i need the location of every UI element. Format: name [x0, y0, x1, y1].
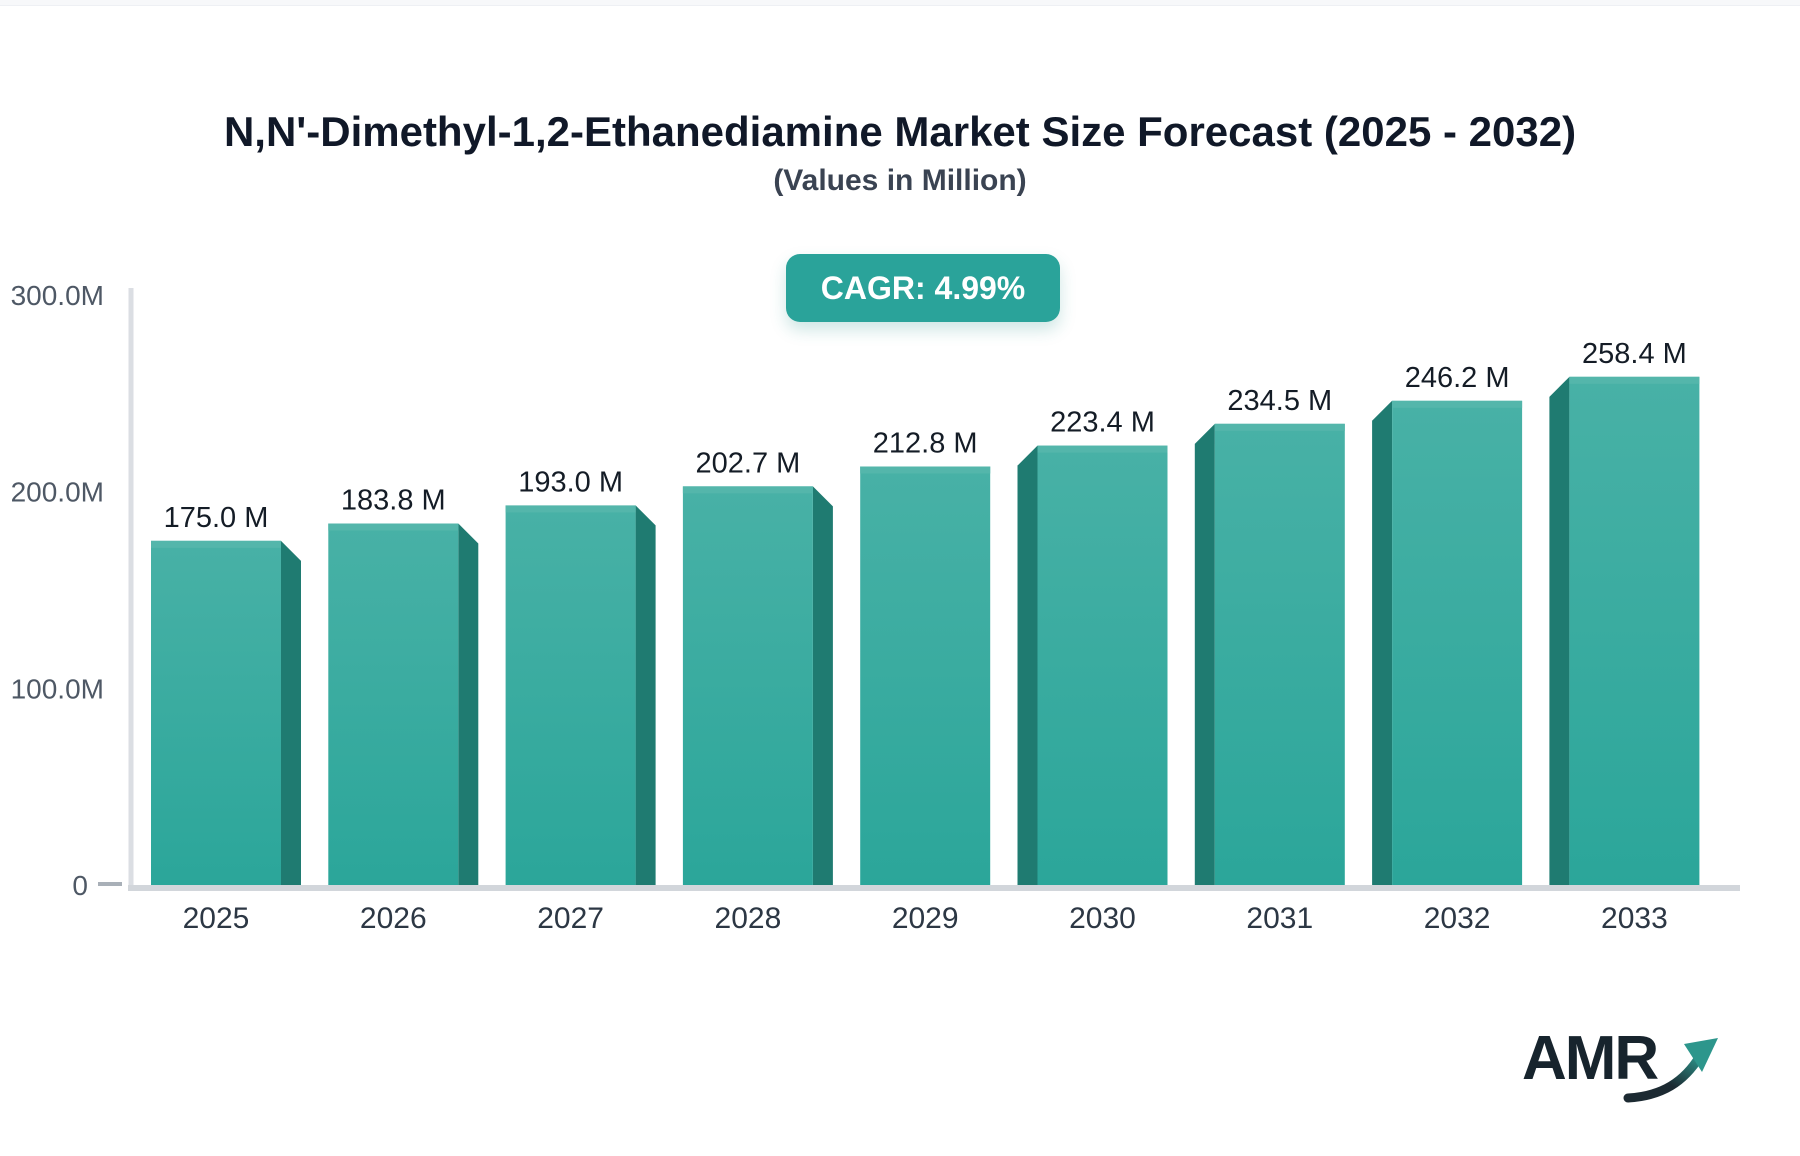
bar-top-face [1037, 445, 1168, 453]
bar-value-label: 246.2 M [1405, 362, 1510, 394]
bar-2028 [682, 486, 813, 885]
x-tick-label: 2026 [360, 902, 427, 935]
x-tick-label: 2029 [892, 902, 959, 935]
bar-value-label: 202.7 M [696, 447, 801, 479]
cagr-badge-label: CAGR: 4.99% [820, 269, 1026, 306]
bar-top-face [505, 505, 636, 513]
x-tick-label: 2032 [1424, 902, 1491, 935]
bar-2025 [151, 540, 281, 885]
bar-2026 [328, 523, 459, 885]
chart-title: N,N'-Dimethyl-1,2-Ethanediamine Market S… [223, 108, 1577, 155]
amr-logo: AMR [1522, 1028, 1752, 1128]
bar-side-face [635, 505, 656, 885]
window-top-strip [0, 0, 1800, 6]
y-tick-label: 100.0M [11, 673, 104, 704]
x-tick-label: 2027 [537, 902, 604, 935]
bar-value-label: 183.8 M [341, 485, 446, 517]
bar-value-label: 234.5 M [1227, 385, 1332, 417]
bar-top-face [682, 486, 813, 494]
bar-top-face [328, 523, 459, 531]
bar-2031 [1214, 423, 1345, 885]
bar-top-face [1392, 400, 1523, 408]
bar-2027 [505, 505, 636, 885]
bar-top-face [151, 540, 281, 548]
bar-side-face [812, 486, 833, 885]
bar-2029 [860, 466, 991, 885]
y-tick-label: 200.0M [11, 477, 104, 508]
bar-top-face [1214, 423, 1345, 431]
x-tick-label: 2033 [1601, 902, 1668, 935]
x-tick-label: 2030 [1069, 902, 1136, 935]
bar-2030 [1037, 445, 1168, 885]
amr-logo-text: AMR [1522, 1024, 1659, 1093]
bar-2033 [1569, 376, 1700, 885]
bar-side-face [1194, 423, 1215, 885]
trend-up-arrow-icon [1623, 1038, 1718, 1103]
bar-side-face [1372, 400, 1393, 885]
bar-2032 [1392, 400, 1523, 885]
bar-value-label: 258.4 M [1582, 338, 1687, 370]
bar-value-label: 223.4 M [1050, 407, 1155, 439]
x-tick-label: 2025 [183, 902, 250, 935]
bar-value-label: 212.8 M [873, 427, 978, 459]
bar-side-face [1017, 445, 1038, 885]
bar-side-face [281, 540, 301, 885]
cagr-badge: CAGR: 4.99% [786, 254, 1060, 322]
x-tick-label: 2031 [1246, 902, 1313, 935]
bar-side-face [1549, 376, 1570, 885]
bar-top-face [1569, 376, 1700, 384]
x-tick-label: 2028 [715, 902, 782, 935]
chart-subtitle: (Values in Million) [773, 164, 1027, 197]
y-tick-label: 0 [72, 870, 88, 901]
bar-value-label: 175.0 M [164, 502, 269, 534]
bar-top-face [860, 466, 991, 474]
bar-value-label: 193.0 M [518, 466, 623, 498]
y-tick-label: 300.0M [11, 280, 104, 311]
bar-side-face [458, 523, 479, 885]
